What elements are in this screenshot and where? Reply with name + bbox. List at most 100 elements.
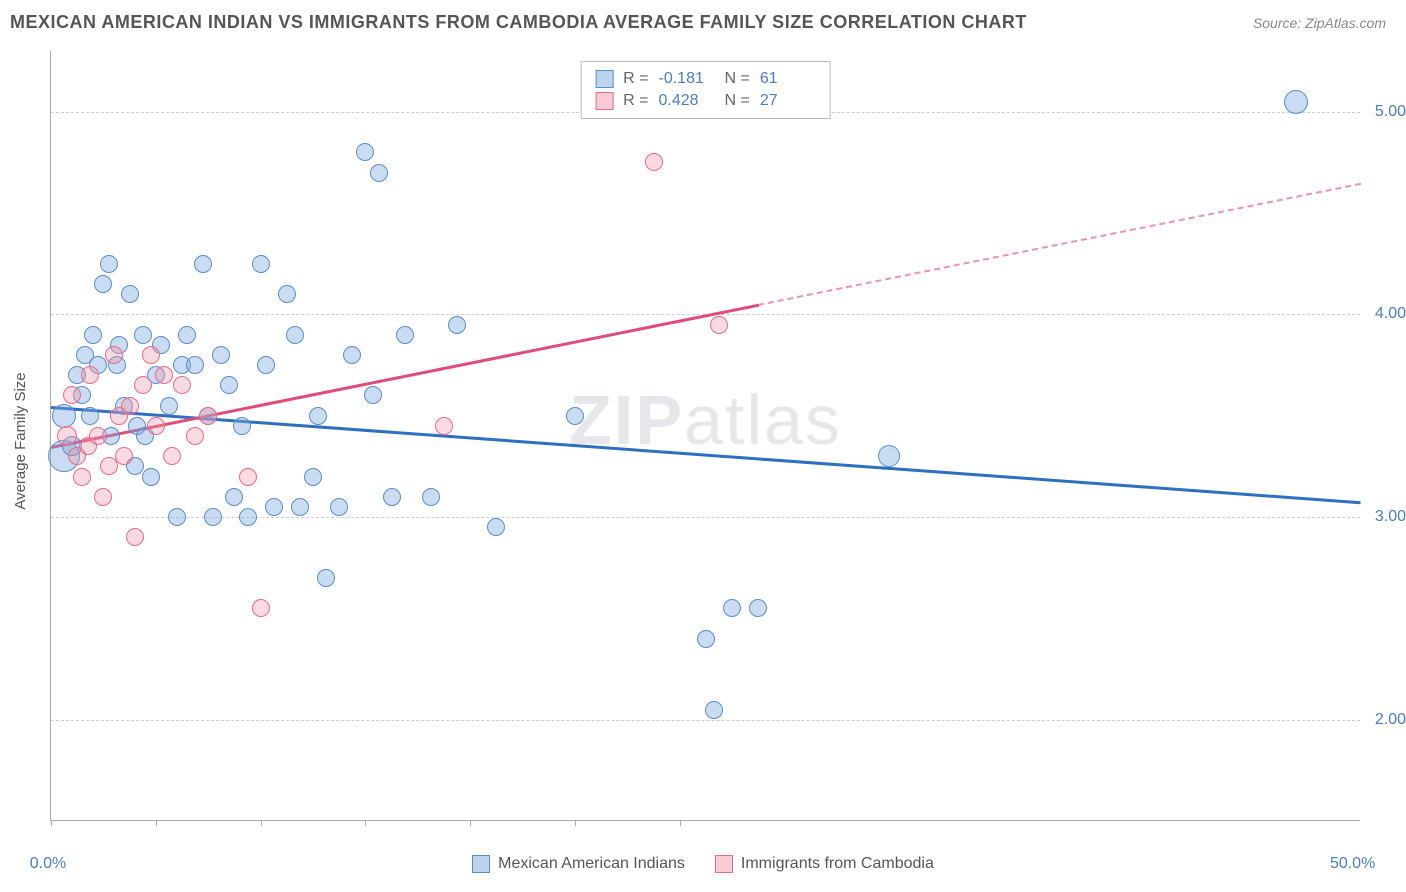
data-point — [233, 417, 251, 435]
data-point — [723, 599, 741, 617]
ytick-label: 3.00 — [1375, 508, 1406, 526]
x-min-label: 0.0% — [30, 855, 66, 873]
data-point — [89, 427, 107, 445]
ytick-label: 4.00 — [1375, 305, 1406, 323]
data-point — [422, 488, 440, 506]
xtick — [156, 820, 157, 826]
data-point — [257, 356, 275, 374]
data-point — [225, 488, 243, 506]
data-point — [448, 316, 466, 334]
stats-box: R =-0.181N =61R =0.428N =27 — [580, 61, 831, 119]
stats-swatch — [595, 92, 613, 110]
data-point — [126, 528, 144, 546]
data-point — [115, 447, 133, 465]
stats-row: R =0.428N =27 — [595, 90, 816, 112]
data-point — [330, 498, 348, 516]
data-point — [155, 366, 173, 384]
chart-header: MEXICAN AMERICAN INDIAN VS IMMIGRANTS FR… — [0, 0, 1406, 41]
n-label: N = — [725, 70, 750, 88]
data-point — [304, 468, 322, 486]
legend-item-2: Immigrants from Cambodia — [715, 855, 934, 873]
xtick — [365, 820, 366, 826]
data-point — [239, 468, 257, 486]
data-point — [1284, 90, 1308, 114]
data-point — [173, 376, 191, 394]
data-point — [81, 366, 99, 384]
x-max-label: 50.0% — [1330, 855, 1375, 873]
data-point — [710, 316, 728, 334]
data-point — [105, 346, 123, 364]
data-point — [878, 445, 900, 467]
data-point — [199, 407, 217, 425]
data-point — [73, 468, 91, 486]
n-label: N = — [725, 92, 750, 110]
data-point — [645, 153, 663, 171]
data-point — [100, 255, 118, 273]
xtick — [575, 820, 576, 826]
data-point — [317, 569, 335, 587]
stats-row: R =-0.181N =61 — [595, 68, 816, 90]
data-point — [163, 447, 181, 465]
xtick — [680, 820, 681, 826]
data-point — [252, 599, 270, 617]
chart-container: Average Family Size ZIPatlas 2.003.004.0… — [0, 41, 1406, 891]
data-point — [84, 326, 102, 344]
legend-item-1: Mexican American Indians — [472, 855, 685, 873]
data-point — [265, 498, 283, 516]
stats-swatch — [595, 70, 613, 88]
data-point — [186, 427, 204, 445]
data-point — [286, 326, 304, 344]
data-point — [134, 376, 152, 394]
data-point — [252, 255, 270, 273]
legend-label-1: Mexican American Indians — [498, 855, 685, 873]
data-point — [81, 407, 99, 425]
data-point — [343, 346, 361, 364]
data-point — [705, 701, 723, 719]
data-point — [178, 326, 196, 344]
data-point — [396, 326, 414, 344]
n-value: 61 — [760, 70, 816, 88]
data-point — [147, 417, 165, 435]
data-point — [160, 397, 178, 415]
data-point — [94, 488, 112, 506]
data-point — [370, 164, 388, 182]
data-point — [121, 285, 139, 303]
legend-swatch-pink — [715, 855, 733, 873]
data-point — [220, 376, 238, 394]
r-value: 0.428 — [659, 92, 715, 110]
r-label: R = — [623, 70, 648, 88]
data-point — [487, 518, 505, 536]
data-point — [383, 488, 401, 506]
data-point — [100, 457, 118, 475]
legend-label-2: Immigrants from Cambodia — [741, 855, 934, 873]
data-point — [749, 599, 767, 617]
data-point — [278, 285, 296, 303]
data-point — [142, 468, 160, 486]
source-label: Source: ZipAtlas.com — [1253, 15, 1386, 31]
data-point — [194, 255, 212, 273]
y-axis-title: Average Family Size — [12, 372, 29, 509]
data-point — [186, 356, 204, 374]
data-point — [57, 426, 77, 446]
gridline — [51, 720, 1360, 721]
data-point — [168, 508, 186, 526]
data-point — [142, 346, 160, 364]
xtick — [261, 820, 262, 826]
data-point — [364, 386, 382, 404]
data-point — [239, 508, 257, 526]
data-point — [52, 404, 76, 428]
data-point — [435, 417, 453, 435]
data-point — [566, 407, 584, 425]
data-point — [356, 143, 374, 161]
n-value: 27 — [760, 92, 816, 110]
data-point — [291, 498, 309, 516]
data-point — [121, 397, 139, 415]
data-point — [94, 275, 112, 293]
data-point — [134, 326, 152, 344]
xtick — [470, 820, 471, 826]
data-point — [212, 346, 230, 364]
ytick-label: 5.00 — [1375, 103, 1406, 121]
xtick — [51, 820, 52, 826]
data-point — [204, 508, 222, 526]
bottom-legend: 0.0% Mexican American Indians Immigrants… — [0, 855, 1406, 873]
